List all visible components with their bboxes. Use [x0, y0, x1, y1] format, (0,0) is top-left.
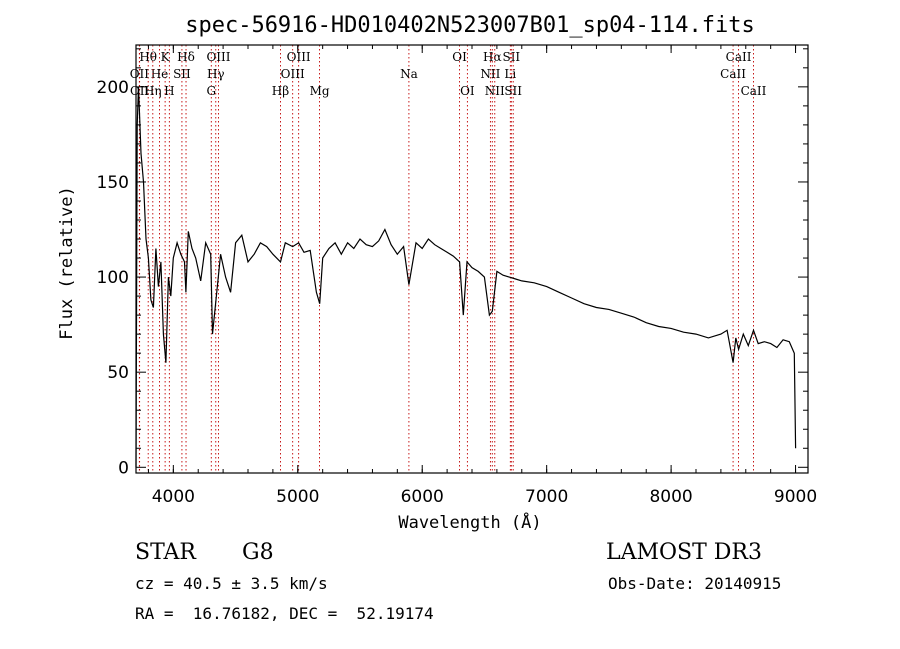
- spectral-line-label: OI: [452, 50, 467, 64]
- y-tick-label: 50: [107, 363, 129, 383]
- y-tick-label: 0: [118, 458, 129, 478]
- object-class: STAR: [135, 540, 196, 565]
- spectral-line-label: H: [164, 84, 174, 98]
- spectral-line-label: NII: [480, 67, 500, 81]
- spectral-line-label: Hη: [144, 84, 162, 98]
- spectral-line-label: Hδ: [177, 50, 195, 64]
- object-subclass: G8: [242, 540, 274, 565]
- spectral-line-label: OII: [130, 84, 150, 98]
- spectral-line-label: OIII: [281, 67, 305, 81]
- x-axis-label: Wavelength (Å): [398, 511, 541, 533]
- spectral-line-label: SII: [504, 84, 522, 98]
- chart-title: spec-56916-HD010402N523007B01_sp04-114.f…: [185, 13, 755, 38]
- x-tick-label: 7000: [525, 487, 568, 507]
- survey-name: LAMOST DR3: [606, 540, 762, 565]
- spectral-line-label: He: [151, 67, 169, 81]
- spectral-line-label: K: [161, 50, 171, 64]
- x-tick-label: 9000: [774, 487, 817, 507]
- axis-ticks: 4000 5000 6000 7000 8000 9000 0 50 100 150 200: [97, 45, 817, 507]
- plot-frame: [135, 44, 809, 474]
- y-tick-label: 150: [97, 173, 129, 193]
- spectrum-line: [135, 86, 797, 468]
- spectral-line-label: Hα: [483, 50, 502, 64]
- spectral-line-label: CaII: [741, 84, 767, 98]
- spectral-line-label: Li: [504, 67, 516, 81]
- spectral-line-label: CaII: [726, 50, 752, 64]
- spectral-line-label: NII: [485, 84, 505, 98]
- spectral-line-label: SII: [173, 67, 191, 81]
- spectral-line-label: Na: [400, 67, 418, 81]
- x-tick-label: 6000: [401, 487, 444, 507]
- spectral-line-label: Hβ: [272, 84, 289, 98]
- x-tick-label: 5000: [276, 487, 319, 507]
- y-tick-label: 100: [97, 268, 129, 288]
- spectral-line-label: CaII: [720, 67, 746, 81]
- spectral-line-label: G: [206, 84, 216, 98]
- redshift-cz: cz = 40.5 ± 3.5 km/s: [135, 574, 328, 593]
- spectral-line-label: OI: [460, 84, 475, 98]
- x-tick-label: 4000: [152, 487, 195, 507]
- x-tick-label: 8000: [649, 487, 692, 507]
- y-tick-label: 200: [97, 78, 129, 98]
- observation-date: Obs-Date: 20140915: [608, 574, 782, 593]
- spectral-line-label: Hθ: [139, 50, 157, 64]
- spectral-line-label: Hγ: [207, 67, 225, 81]
- spectral-line-label: SII: [502, 50, 520, 64]
- spectral-line-label: OIII: [287, 50, 311, 64]
- y-axis-label: Flux (relative): [57, 186, 77, 340]
- sky-coordinates: RA = 16.76182, DEC = 52.19174: [135, 604, 434, 623]
- spectral-line-label: Mg: [310, 84, 330, 98]
- spectral-line-label: OIII: [206, 50, 230, 64]
